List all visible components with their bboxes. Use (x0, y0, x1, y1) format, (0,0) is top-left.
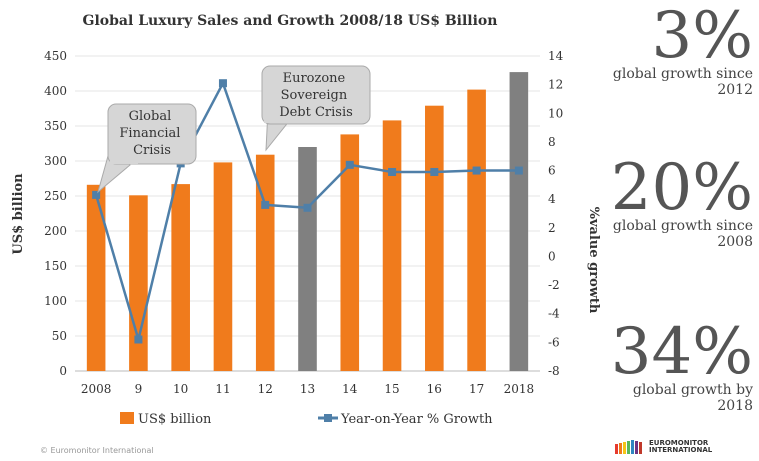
bar (255, 154, 275, 371)
bar (425, 105, 444, 371)
y-tick-label: 450 (44, 49, 67, 63)
stat-growth-since-2012: 3% global growth since 2012 (603, 0, 753, 98)
bar (467, 89, 486, 371)
y2-tick-label: 14 (548, 49, 564, 63)
y-tick-label: 0 (59, 364, 67, 378)
stat-number: 20% (610, 151, 753, 225)
growth-point (388, 167, 397, 176)
y2-tick-label: 10 (548, 106, 563, 120)
rainbow-logo-icon (615, 440, 642, 454)
svg-text:Global Financial C: Global Financial Crisis (119, 109, 184, 158)
bar (382, 120, 402, 372)
euromonitor-logo: EUROMONITOR INTERNATIONAL (615, 440, 719, 454)
stat-growth-by-2018: 34% global growth by 2018 (603, 315, 753, 414)
x-tick-label: 14 (342, 382, 358, 396)
stat-number: 3% (651, 0, 753, 73)
growth-point (261, 200, 270, 209)
callout-text-line: Sovereign (281, 88, 348, 103)
x-tick-label: 10 (173, 382, 188, 396)
x-axis-ticks: 2008 9 10 11 12 13 14 15 16 17 2018 (81, 382, 534, 396)
bar (86, 184, 106, 371)
y2-tick-label: 8 (548, 135, 556, 149)
growth-point (345, 160, 354, 169)
y2-tick-label: 4 (548, 192, 556, 206)
callout-text-line: Debt Crisis (279, 105, 353, 120)
brand-name: EUROMONITOR INTERNATIONAL (649, 439, 713, 454)
x-tick-label: 16 (427, 382, 442, 396)
y2-tick-label: -8 (548, 364, 560, 378)
growth-point (92, 190, 101, 199)
y-tick-label: 100 (44, 294, 67, 308)
growth-point (303, 203, 312, 212)
bar (213, 162, 233, 371)
chart: Global Luxury Sales and Growth 2008/18 U… (11, 13, 600, 427)
callout-text-line: Global (129, 109, 172, 124)
growth-point (218, 79, 227, 88)
chart-title: Global Luxury Sales and Growth 2008/18 U… (83, 13, 498, 29)
stat-growth-since-2008: 20% global growth since 2008 (603, 151, 753, 250)
bar (298, 147, 317, 371)
copyright-text: © Euromonitor International (40, 446, 154, 455)
x-tick-label: 11 (215, 382, 230, 396)
callout-text-line: Financial (119, 126, 180, 141)
legend-swatch-marker (324, 414, 332, 422)
growth-point (472, 166, 481, 175)
legend: US$ billion Year-on-Year % Growth (120, 412, 493, 427)
stat-caption: global growth since 2008 (612, 218, 753, 250)
x-tick-label: 13 (300, 382, 315, 396)
growth-point (430, 167, 439, 176)
x-tick-label: 2018 (504, 382, 535, 396)
right-axis-ticks: -8 -6 -4 -2 0 2 4 6 8 10 12 14 (548, 49, 564, 378)
y2-tick-label: -2 (548, 278, 560, 292)
stat-caption: global growth since 2012 (612, 66, 753, 98)
y2-tick-label: 6 (548, 164, 556, 178)
callout-eurozone-debt-crisis: Eurozone Sovereign Debt Crisis (261, 65, 371, 152)
x-tick-label: 2008 (81, 382, 112, 396)
callout-text-line: Crisis (133, 143, 171, 158)
stat-number: 34% (610, 315, 753, 389)
y-tick-label: 250 (44, 189, 67, 203)
growth-point (514, 166, 523, 175)
legend-label-line: Year-on-Year % Growth (340, 412, 493, 427)
stat-caption: global growth by 2018 (632, 382, 753, 414)
y2-tick-label: 12 (548, 78, 563, 92)
y2-tick-label: -4 (548, 307, 560, 321)
x-tick-label: 9 (135, 382, 143, 396)
legend-swatch-bar (120, 412, 134, 424)
x-tick-label: 12 (258, 382, 273, 396)
left-axis-label: US$ billion (11, 173, 26, 255)
bar (171, 184, 190, 371)
y-tick-label: 150 (44, 259, 67, 273)
y2-tick-label: 2 (548, 221, 556, 235)
callout-global-financial-crisis: Global Financial Crisis (97, 103, 197, 194)
bar (129, 195, 148, 371)
growth-point (134, 335, 143, 344)
svg-text:Eurozone Sovereign: Eurozone Sovereign Debt Crisis (279, 71, 353, 120)
x-tick-label: 15 (384, 382, 399, 396)
y2-tick-label: -6 (548, 335, 560, 349)
bar (340, 134, 360, 371)
y-tick-label: 300 (44, 154, 67, 168)
legend-label-bars: US$ billion (138, 412, 212, 427)
right-axis-label: %value growth (586, 207, 600, 314)
left-axis-ticks: 0 50 100 150 200 250 300 350 400 450 (44, 49, 67, 378)
y2-tick-label: 0 (548, 249, 556, 263)
y-tick-label: 50 (52, 329, 67, 343)
bar-series (86, 72, 529, 372)
x-tick-label: 17 (469, 382, 484, 396)
bar (509, 72, 529, 371)
y-tick-label: 200 (44, 224, 67, 238)
callout-text-line: Eurozone (283, 71, 346, 86)
y-tick-label: 400 (44, 84, 67, 98)
y-tick-label: 350 (44, 119, 67, 133)
